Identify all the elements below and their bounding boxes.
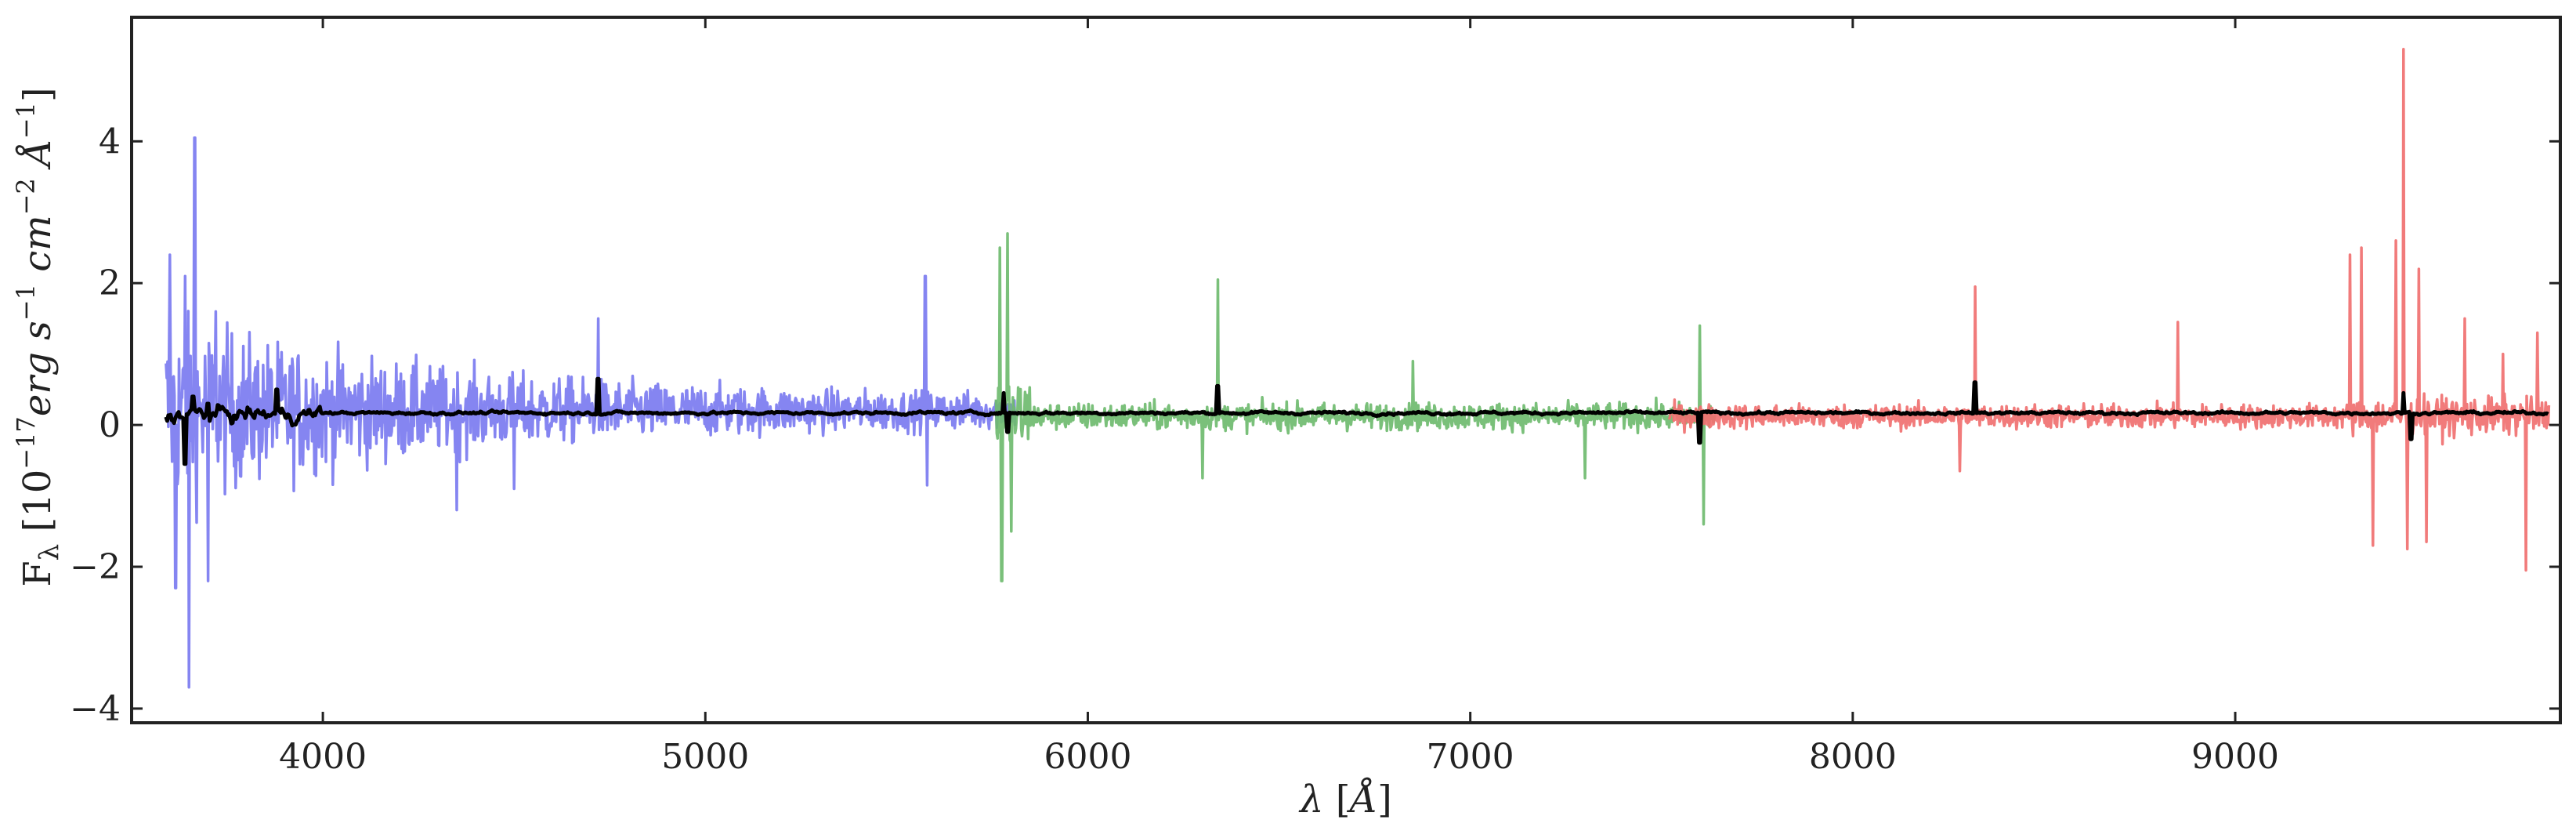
y-tick-label: 4 bbox=[99, 122, 121, 161]
y-title-flux: F bbox=[16, 560, 60, 586]
x-tick-label: 9000 bbox=[2191, 737, 2279, 777]
y-tick-label: 0 bbox=[99, 405, 121, 445]
x-title-lambda: λ bbox=[1298, 778, 1323, 822]
y-tick-label: 2 bbox=[99, 263, 121, 303]
series-line-4 bbox=[164, 376, 2549, 466]
x-tick-label: 8000 bbox=[1809, 737, 1897, 777]
series-line-1 bbox=[165, 136, 1017, 689]
y-title-erg: erg s bbox=[16, 321, 60, 416]
x-title-bracket: [ bbox=[1324, 778, 1351, 822]
y-tick-label: −4 bbox=[70, 689, 121, 729]
y-title-exp3: −2 bbox=[11, 178, 41, 215]
series-line-3 bbox=[1667, 47, 2551, 572]
plot-frame bbox=[130, 16, 2562, 724]
y-title-exp1: −17 bbox=[11, 416, 41, 470]
y-title-scale: [10 bbox=[16, 470, 60, 544]
x-tick-label: 5000 bbox=[661, 737, 749, 777]
x-tick-label: 7000 bbox=[1427, 737, 1514, 777]
x-title-close: ] bbox=[1377, 778, 1392, 822]
plot-area bbox=[164, 47, 2551, 689]
x-axis-title: λ [Å] bbox=[1298, 777, 1392, 822]
series-line-2 bbox=[994, 232, 1717, 582]
y-title-cm: cm bbox=[16, 215, 60, 284]
y-title-lambda-subscript: λ bbox=[34, 544, 65, 561]
axes: 4000 5000 6000 7000 8000 9000 −4 −2 0 2 4 bbox=[70, 16, 2562, 777]
y-title-exp2: −1 bbox=[11, 284, 41, 321]
x-tick-label: 6000 bbox=[1044, 737, 1131, 777]
y-axis-title: Fλ [10−17erg s−1 cm−2 Å−1] bbox=[11, 87, 65, 586]
x-title-angstrom: Å bbox=[1347, 777, 1378, 822]
x-tick-label: 4000 bbox=[279, 737, 367, 777]
y-tick-label: −2 bbox=[70, 547, 121, 587]
y-title-exp4: −1 bbox=[11, 102, 41, 139]
y-title-angstrom: Å bbox=[15, 139, 60, 178]
y-title-close: ] bbox=[16, 87, 60, 102]
